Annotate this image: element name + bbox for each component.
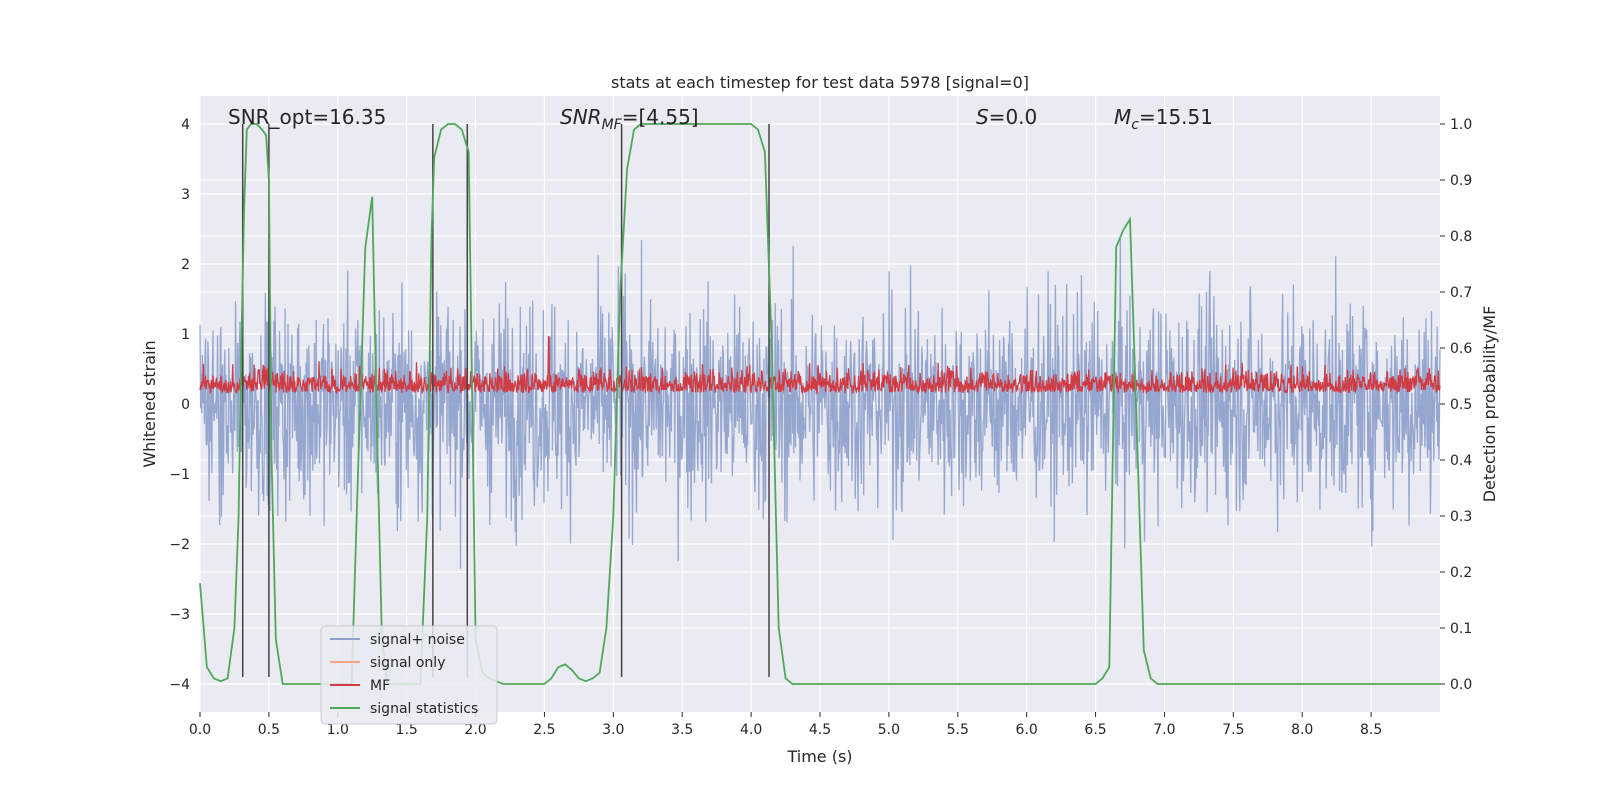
snr-opt-annotation: SNR_opt=16.35 bbox=[228, 105, 386, 129]
x-axis-label: Time (s) bbox=[786, 747, 852, 766]
y-tick-label-7: −3 bbox=[169, 607, 190, 623]
mc-annotation: Mc=15.51 bbox=[1114, 105, 1213, 133]
legend: signal+ noise signal only MF signal stat… bbox=[320, 625, 498, 725]
legend-label-mf: MF bbox=[370, 678, 390, 694]
x-tick-label-14: 7.0 bbox=[1153, 722, 1175, 738]
x-tick-label-17: 8.5 bbox=[1360, 722, 1382, 738]
mc-symbol: M bbox=[1114, 105, 1131, 129]
right-tick-label-0: 1.0 bbox=[1450, 117, 1472, 133]
right-tick-label-7: 0.3 bbox=[1450, 509, 1472, 525]
snr-mf-annotation: SNRMF=[4.55] bbox=[560, 105, 699, 133]
mf-line bbox=[199, 336, 1441, 395]
right-tick-label-8: 0.2 bbox=[1450, 565, 1472, 581]
signal-statistics-line bbox=[199, 123, 1440, 685]
x-tick-label-1: 0.5 bbox=[258, 722, 280, 738]
y-tick-label-0: 4 bbox=[181, 117, 190, 133]
legend-label-signal-only: signal only bbox=[370, 655, 445, 671]
snr-mf-value: =[4.55] bbox=[622, 105, 699, 129]
signal-noise-series bbox=[199, 236, 1441, 569]
right-tick-label-4: 0.6 bbox=[1450, 341, 1472, 357]
x-tick-label-10: 5.0 bbox=[878, 722, 900, 738]
y-tick-label-6: −2 bbox=[169, 537, 190, 553]
x-tick-label-2: 1.0 bbox=[327, 722, 349, 738]
y-tick-label-5: −1 bbox=[169, 467, 190, 483]
right-tick-label-3: 0.7 bbox=[1450, 285, 1472, 301]
s-annotation: S=0.0 bbox=[976, 105, 1037, 129]
right-tick-label-1: 0.9 bbox=[1450, 173, 1472, 189]
snr-mf-symbol: SNR bbox=[560, 105, 602, 129]
y-tick-label-3: 1 bbox=[181, 327, 190, 343]
right-tick-label-9: 0.1 bbox=[1450, 621, 1472, 637]
s-value: =0.0 bbox=[989, 105, 1038, 129]
y-tick-label-8: −4 bbox=[169, 677, 190, 693]
x-tick-label-8: 4.0 bbox=[740, 722, 762, 738]
x-tick-label-12: 6.0 bbox=[1016, 722, 1038, 738]
x-tick-label-5: 2.5 bbox=[533, 722, 555, 738]
x-tick-label-15: 7.5 bbox=[1222, 722, 1244, 738]
right-tick-label-6: 0.4 bbox=[1450, 453, 1472, 469]
right-tick-label-10: 0.0 bbox=[1450, 677, 1472, 693]
y-tick-label-1: 3 bbox=[181, 187, 190, 203]
signal-noise-line bbox=[199, 236, 1441, 569]
legend-label-noise: signal+ noise bbox=[370, 632, 465, 648]
y-axis-label: Whitened strain bbox=[140, 340, 159, 467]
y-tick-label-2: 2 bbox=[181, 257, 190, 273]
x-tick-label-3: 1.5 bbox=[396, 722, 418, 738]
snr-mf-subscript: MF bbox=[602, 117, 623, 133]
x-tick-label-13: 6.5 bbox=[1084, 722, 1106, 738]
y-axis-ticks: 4 3 2 1 0 −1 −2 −3 −4 bbox=[169, 117, 190, 693]
x-tick-label-16: 8.0 bbox=[1291, 722, 1313, 738]
right-tick-label-5: 0.5 bbox=[1450, 397, 1472, 413]
s-symbol: S bbox=[976, 105, 989, 129]
x-tick-label-11: 5.5 bbox=[947, 722, 969, 738]
x-tick-label-6: 3.0 bbox=[602, 722, 624, 738]
x-tick-label-4: 2.0 bbox=[464, 722, 486, 738]
legend-label-signal-statistics: signal statistics bbox=[370, 701, 478, 717]
right-axis-ticks: 1.0 0.9 0.8 0.7 0.6 0.5 0.4 0.3 0.2 0.1 0.0 bbox=[1440, 117, 1472, 693]
mf-series bbox=[199, 336, 1441, 395]
legend-box bbox=[320, 625, 498, 725]
right-axis-label: Detection probability/MF bbox=[1480, 306, 1499, 503]
x-tick-label-0: 0.0 bbox=[189, 722, 211, 738]
mc-value: =15.51 bbox=[1139, 105, 1213, 129]
x-tick-label-9: 4.5 bbox=[809, 722, 831, 738]
right-tick-label-2: 0.8 bbox=[1450, 229, 1472, 245]
mc-subscript: c bbox=[1131, 117, 1139, 133]
chart-title: stats at each timestep for test data 597… bbox=[611, 73, 1029, 92]
signal-statistics-series bbox=[199, 123, 1440, 685]
x-tick-label-7: 3.5 bbox=[671, 722, 693, 738]
x-axis-ticks: 0.0 0.5 1.0 1.5 2.0 2.5 3.0 3.5 4.0 4.5 5.0 5.5 6.0 6… bbox=[189, 712, 1382, 738]
y-tick-label-4: 0 bbox=[181, 397, 190, 413]
